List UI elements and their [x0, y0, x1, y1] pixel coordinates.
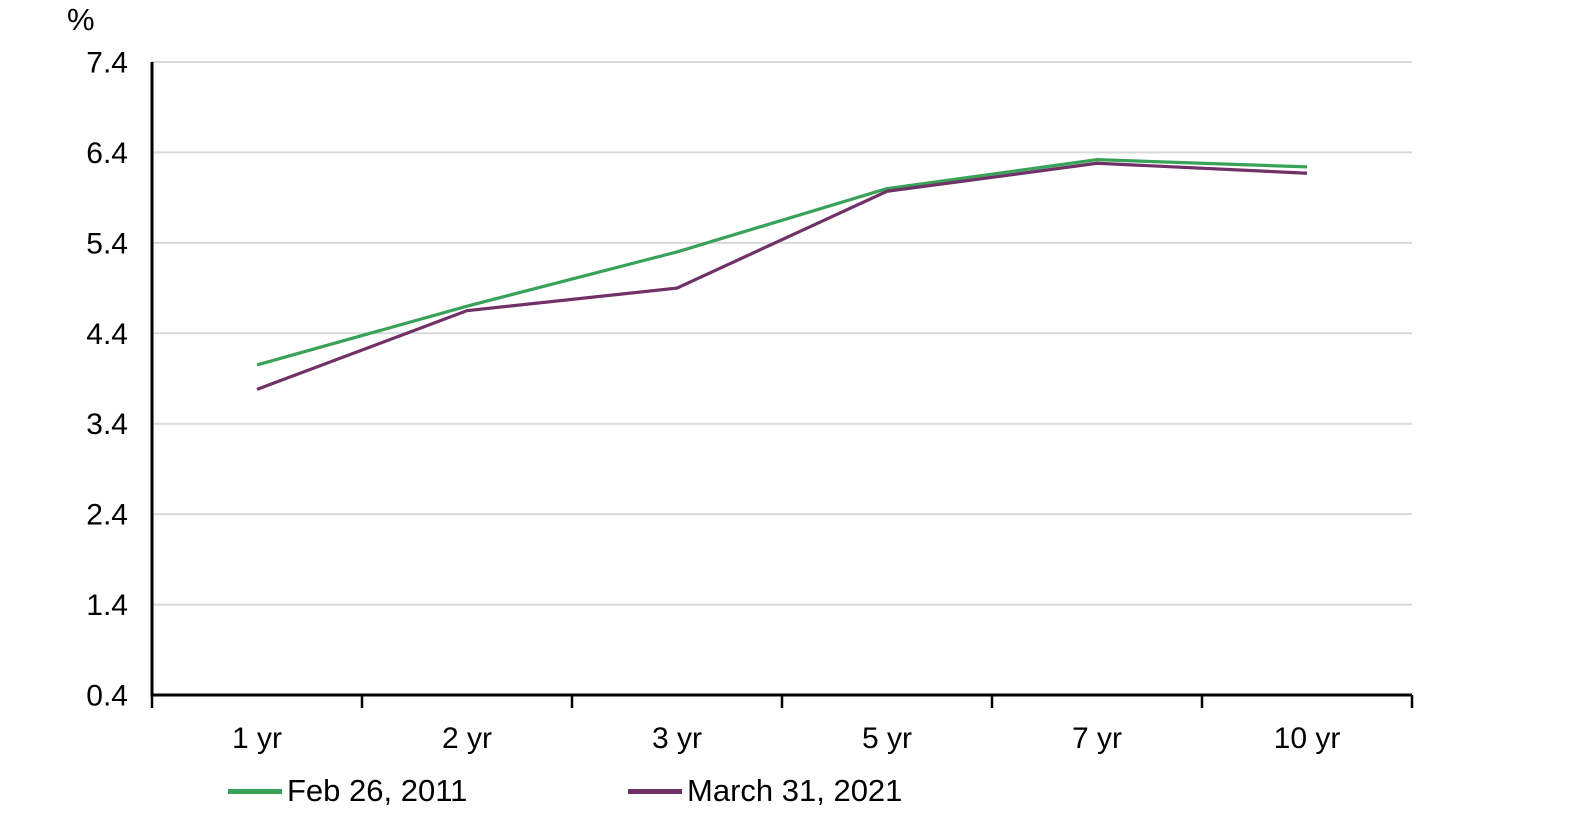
y-tick-label: 2.4: [86, 499, 128, 532]
x-category-label: 2 yr: [442, 722, 492, 755]
y-tick-label: 6.4: [86, 137, 128, 170]
series-line-march-31-2021: [256, 161, 1308, 391]
legend-item-march-31-2021: March 31, 2021: [628, 772, 902, 810]
series-lines: [256, 158, 1308, 391]
x-category-label: 3 yr: [652, 722, 702, 755]
legend-line-marker-feb-26-2011: [228, 788, 282, 794]
y-axis-unit-label: %: [67, 2, 95, 37]
y-tick-labels: 7.4 6.4 5.4 4.4 3.4 2.4 1.4 0.4: [86, 47, 128, 713]
x-category-label: 1 yr: [232, 722, 282, 755]
y-tick-label: 0.4: [86, 680, 128, 713]
y-tick-label: 7.4: [86, 47, 128, 80]
x-category-label: 5 yr: [862, 722, 912, 755]
legend-item-feb-26-2011: Feb 26, 2011: [228, 772, 467, 810]
y-tick-label: 5.4: [86, 227, 128, 260]
y-tick-label: 4.4: [86, 318, 128, 351]
axes: [150, 62, 1414, 708]
x-category-labels: 1 yr 2 yr 3 yr 5 yr 7 yr 10 yr: [232, 722, 1340, 755]
legend-line-marker-march-31-2021: [628, 788, 682, 794]
x-category-label: 7 yr: [1072, 722, 1122, 755]
x-category-label: 10 yr: [1274, 722, 1341, 755]
legend-label-march-31-2021: March 31, 2021: [687, 773, 903, 808]
y-tick-label: 1.4: [86, 589, 128, 622]
gridlines: [152, 61, 1412, 606]
legend-label-feb-26-2011: Feb 26, 2011: [287, 773, 468, 808]
series-line-feb-26-2011: [256, 158, 1308, 367]
y-tick-label: 3.4: [86, 408, 128, 441]
